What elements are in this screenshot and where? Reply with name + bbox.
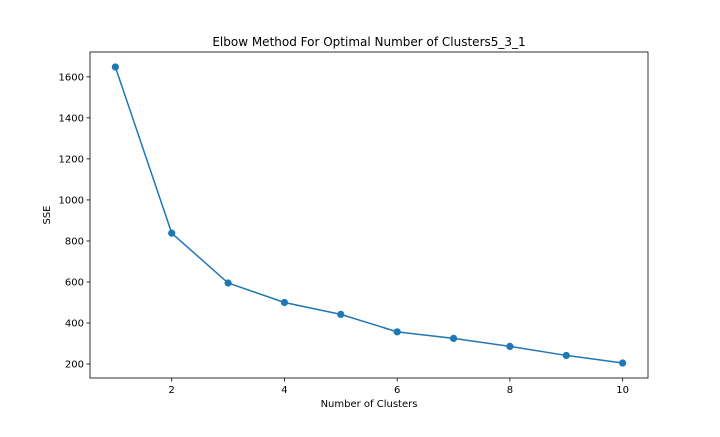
data-point — [224, 279, 232, 287]
data-point — [111, 63, 119, 71]
y-tick-label: 1600 — [59, 72, 84, 83]
plot-area: 2 4 6 8 10 200 400 600 800 1000 1200 1400 1600 — [59, 63, 629, 396]
data-point — [393, 328, 401, 336]
x-tick-label: 4 — [281, 385, 287, 396]
y-tick-label: 1400 — [59, 113, 84, 124]
x-tick-label: 8 — [507, 385, 513, 396]
data-point — [168, 229, 176, 237]
y-tick-label: 400 — [65, 319, 84, 330]
data-point — [280, 298, 289, 307]
y-tick-label: 800 — [65, 236, 84, 247]
y-axis-label: SSE — [42, 205, 53, 224]
data-point — [562, 351, 570, 360]
y-tick-label: 1000 — [59, 195, 84, 206]
series-line — [114, 66, 623, 364]
x-tick-label: 6 — [394, 385, 400, 396]
chart-title: Elbow Method For Optimal Number of Clust… — [212, 35, 525, 49]
x-tick-label: 2 — [169, 385, 175, 396]
data-point — [449, 334, 458, 343]
y-tick-label: 600 — [65, 277, 84, 288]
x-axis-label: Number of Clusters — [321, 399, 418, 410]
x-tick-label: 10 — [616, 385, 629, 396]
data-point — [337, 310, 345, 319]
data-point — [506, 342, 514, 351]
plot-frame — [89, 51, 649, 379]
data-point — [619, 359, 627, 367]
y-tick-label: 200 — [65, 360, 84, 371]
y-tick-label: 1200 — [59, 154, 84, 165]
